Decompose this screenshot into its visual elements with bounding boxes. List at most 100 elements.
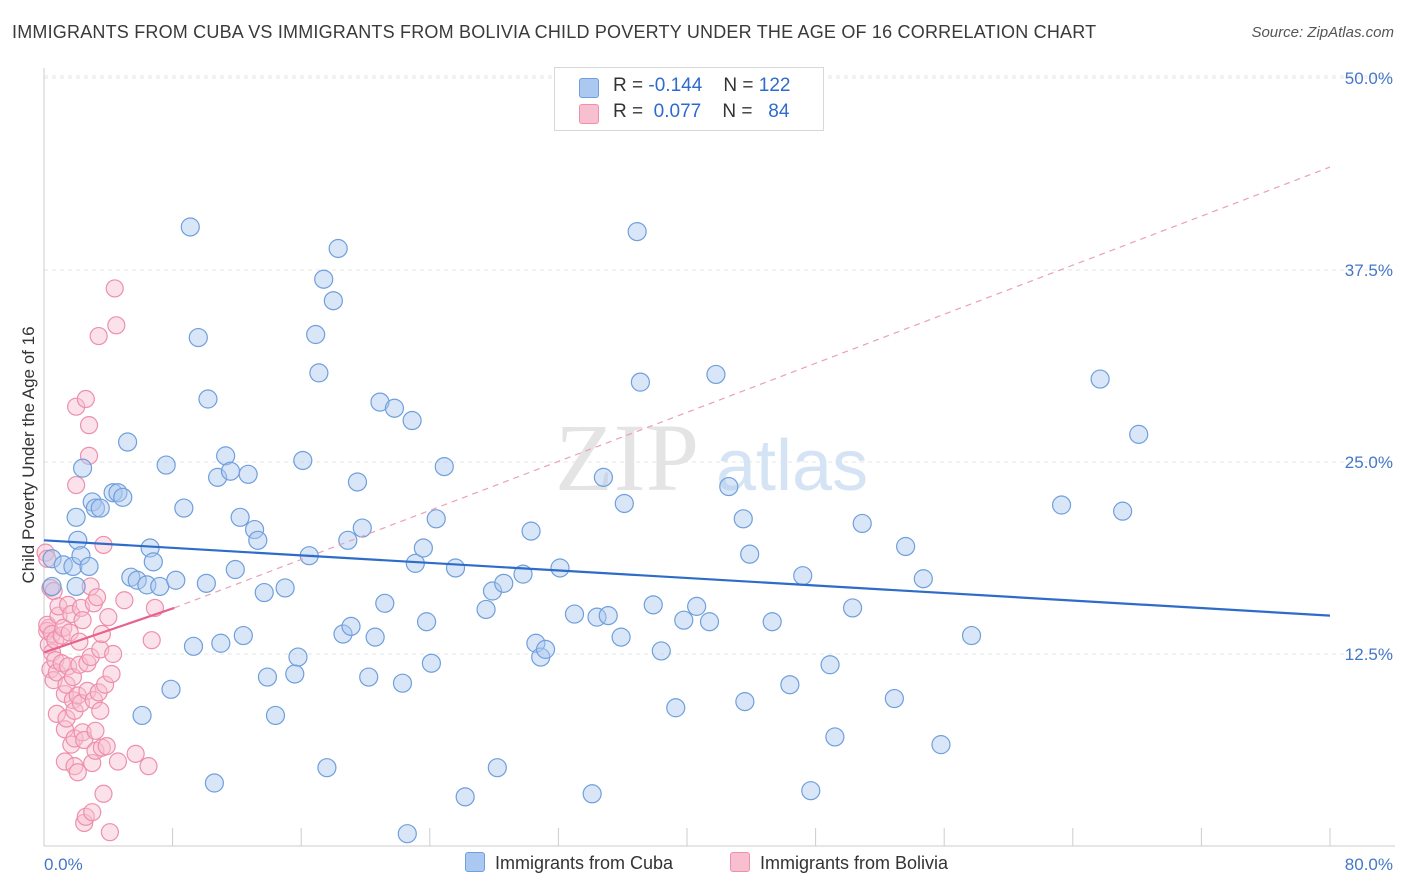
- cuba-point: [183, 636, 204, 656]
- cuba-point: [306, 324, 326, 345]
- bolivia-point: [108, 752, 128, 771]
- cuba-point: [674, 610, 694, 630]
- cuba-point: [359, 667, 379, 687]
- legend: R = -0.144 N = 122 R = 0.077 N = 84: [554, 67, 824, 131]
- cuba-point: [338, 530, 358, 550]
- cuba-point: [535, 639, 556, 659]
- cuba-point: [66, 576, 86, 597]
- bolivia-point: [139, 757, 158, 776]
- cuba-point: [68, 530, 88, 550]
- cuba-point: [1129, 424, 1149, 444]
- cuba-point: [719, 476, 739, 497]
- x-tick-label-min: 0.0%: [44, 855, 83, 874]
- cuba-point: [220, 461, 241, 481]
- bolivia-point: [76, 389, 95, 409]
- cuba-point: [1113, 501, 1133, 521]
- chart-title: IMMIGRANTS FROM CUBA VS IMMIGRANTS FROM …: [12, 22, 1097, 42]
- cuba-point: [365, 627, 385, 647]
- cuba-point: [666, 698, 686, 718]
- cuba-point: [445, 558, 466, 578]
- cuba-point: [156, 455, 176, 475]
- bolivia-point: [55, 752, 74, 771]
- cuba-point: [392, 673, 413, 693]
- axes: [43, 68, 1395, 847]
- cuba-point: [884, 688, 904, 709]
- bolivia-n-label: N =: [722, 101, 753, 122]
- cuba-point: [413, 538, 433, 558]
- cuba-point: [72, 458, 93, 478]
- cuba-point: [611, 627, 631, 647]
- bottom-legend-bolivia: Immigrants from Bolivia: [730, 852, 948, 874]
- bolivia-point: [67, 397, 86, 416]
- cuba-n-label: N =: [723, 75, 754, 96]
- bolivia-point: [60, 623, 79, 642]
- cuba-point: [740, 544, 760, 564]
- cuba-point: [66, 507, 86, 527]
- cuba-point: [487, 758, 507, 778]
- cuba-point: [161, 679, 181, 699]
- bolivia-point: [89, 326, 108, 346]
- bolivia-n-value: 84: [768, 101, 790, 122]
- bolivia-point: [87, 588, 107, 607]
- bolivia-point: [105, 279, 124, 298]
- cuba-point: [113, 487, 133, 507]
- cuba-point: [230, 507, 250, 527]
- cuba-n-value: 122: [758, 75, 791, 96]
- cuba-point: [257, 667, 278, 687]
- cuba-point: [825, 727, 845, 747]
- bolivia-point: [67, 475, 86, 495]
- cuba-point: [79, 556, 99, 577]
- watermark: ZIP atlas: [555, 404, 868, 511]
- y-tick-label-0: 12.5%: [1345, 645, 1393, 664]
- cuba-point: [801, 781, 821, 801]
- cuba-trend-line: [43, 539, 1331, 617]
- cuba-point: [265, 705, 286, 726]
- cuba-point: [238, 464, 258, 484]
- bolivia-point: [142, 631, 161, 650]
- cuba-r-label: R =: [613, 75, 644, 96]
- cuba-point: [521, 521, 541, 541]
- bolivia-point: [79, 446, 99, 465]
- cuba-point: [143, 552, 163, 572]
- cuba-point: [370, 392, 390, 412]
- bolivia-swatch: [579, 104, 599, 124]
- cuba-point: [341, 616, 361, 636]
- cuba-point: [402, 410, 422, 431]
- bolivia-point: [107, 316, 126, 335]
- y-tick-label-2: 37.5%: [1345, 261, 1393, 280]
- cuba-point: [582, 784, 602, 804]
- bolivia-point: [99, 608, 118, 627]
- bolivia-point: [68, 763, 87, 782]
- cuba-point: [1051, 495, 1072, 515]
- bolivia-point: [95, 675, 115, 694]
- bolivia-r-value: 0.077: [653, 101, 702, 122]
- bolivia-point: [73, 611, 92, 630]
- cuba-r-value: -0.144: [648, 75, 703, 96]
- cuba-point: [564, 604, 585, 624]
- cuba-point: [347, 472, 368, 492]
- bolivia-point: [62, 604, 81, 624]
- cuba-point: [352, 518, 372, 538]
- gridlines: [44, 75, 1395, 655]
- bolivia-point: [100, 823, 120, 842]
- cuba-point: [762, 612, 782, 632]
- cuba-point: [211, 633, 231, 653]
- cuba-point: [216, 446, 236, 466]
- cuba-point: [614, 493, 634, 514]
- cuba-point: [434, 457, 454, 477]
- cuba-point: [323, 291, 343, 311]
- cuba-point: [735, 692, 755, 712]
- cuba-points: [42, 217, 1149, 844]
- y-tick-label-3: 50.0%: [1345, 69, 1393, 88]
- cuba-point: [248, 530, 268, 550]
- cuba-point: [85, 498, 106, 518]
- cuba-point: [494, 573, 514, 593]
- bolivia-point: [92, 624, 111, 644]
- cuba-point: [275, 578, 295, 598]
- cuba-point: [42, 549, 62, 569]
- cuba-point: [174, 498, 194, 518]
- cuba-point: [550, 558, 570, 578]
- watermark-atlas: atlas: [716, 426, 868, 506]
- cuba-point: [254, 582, 274, 603]
